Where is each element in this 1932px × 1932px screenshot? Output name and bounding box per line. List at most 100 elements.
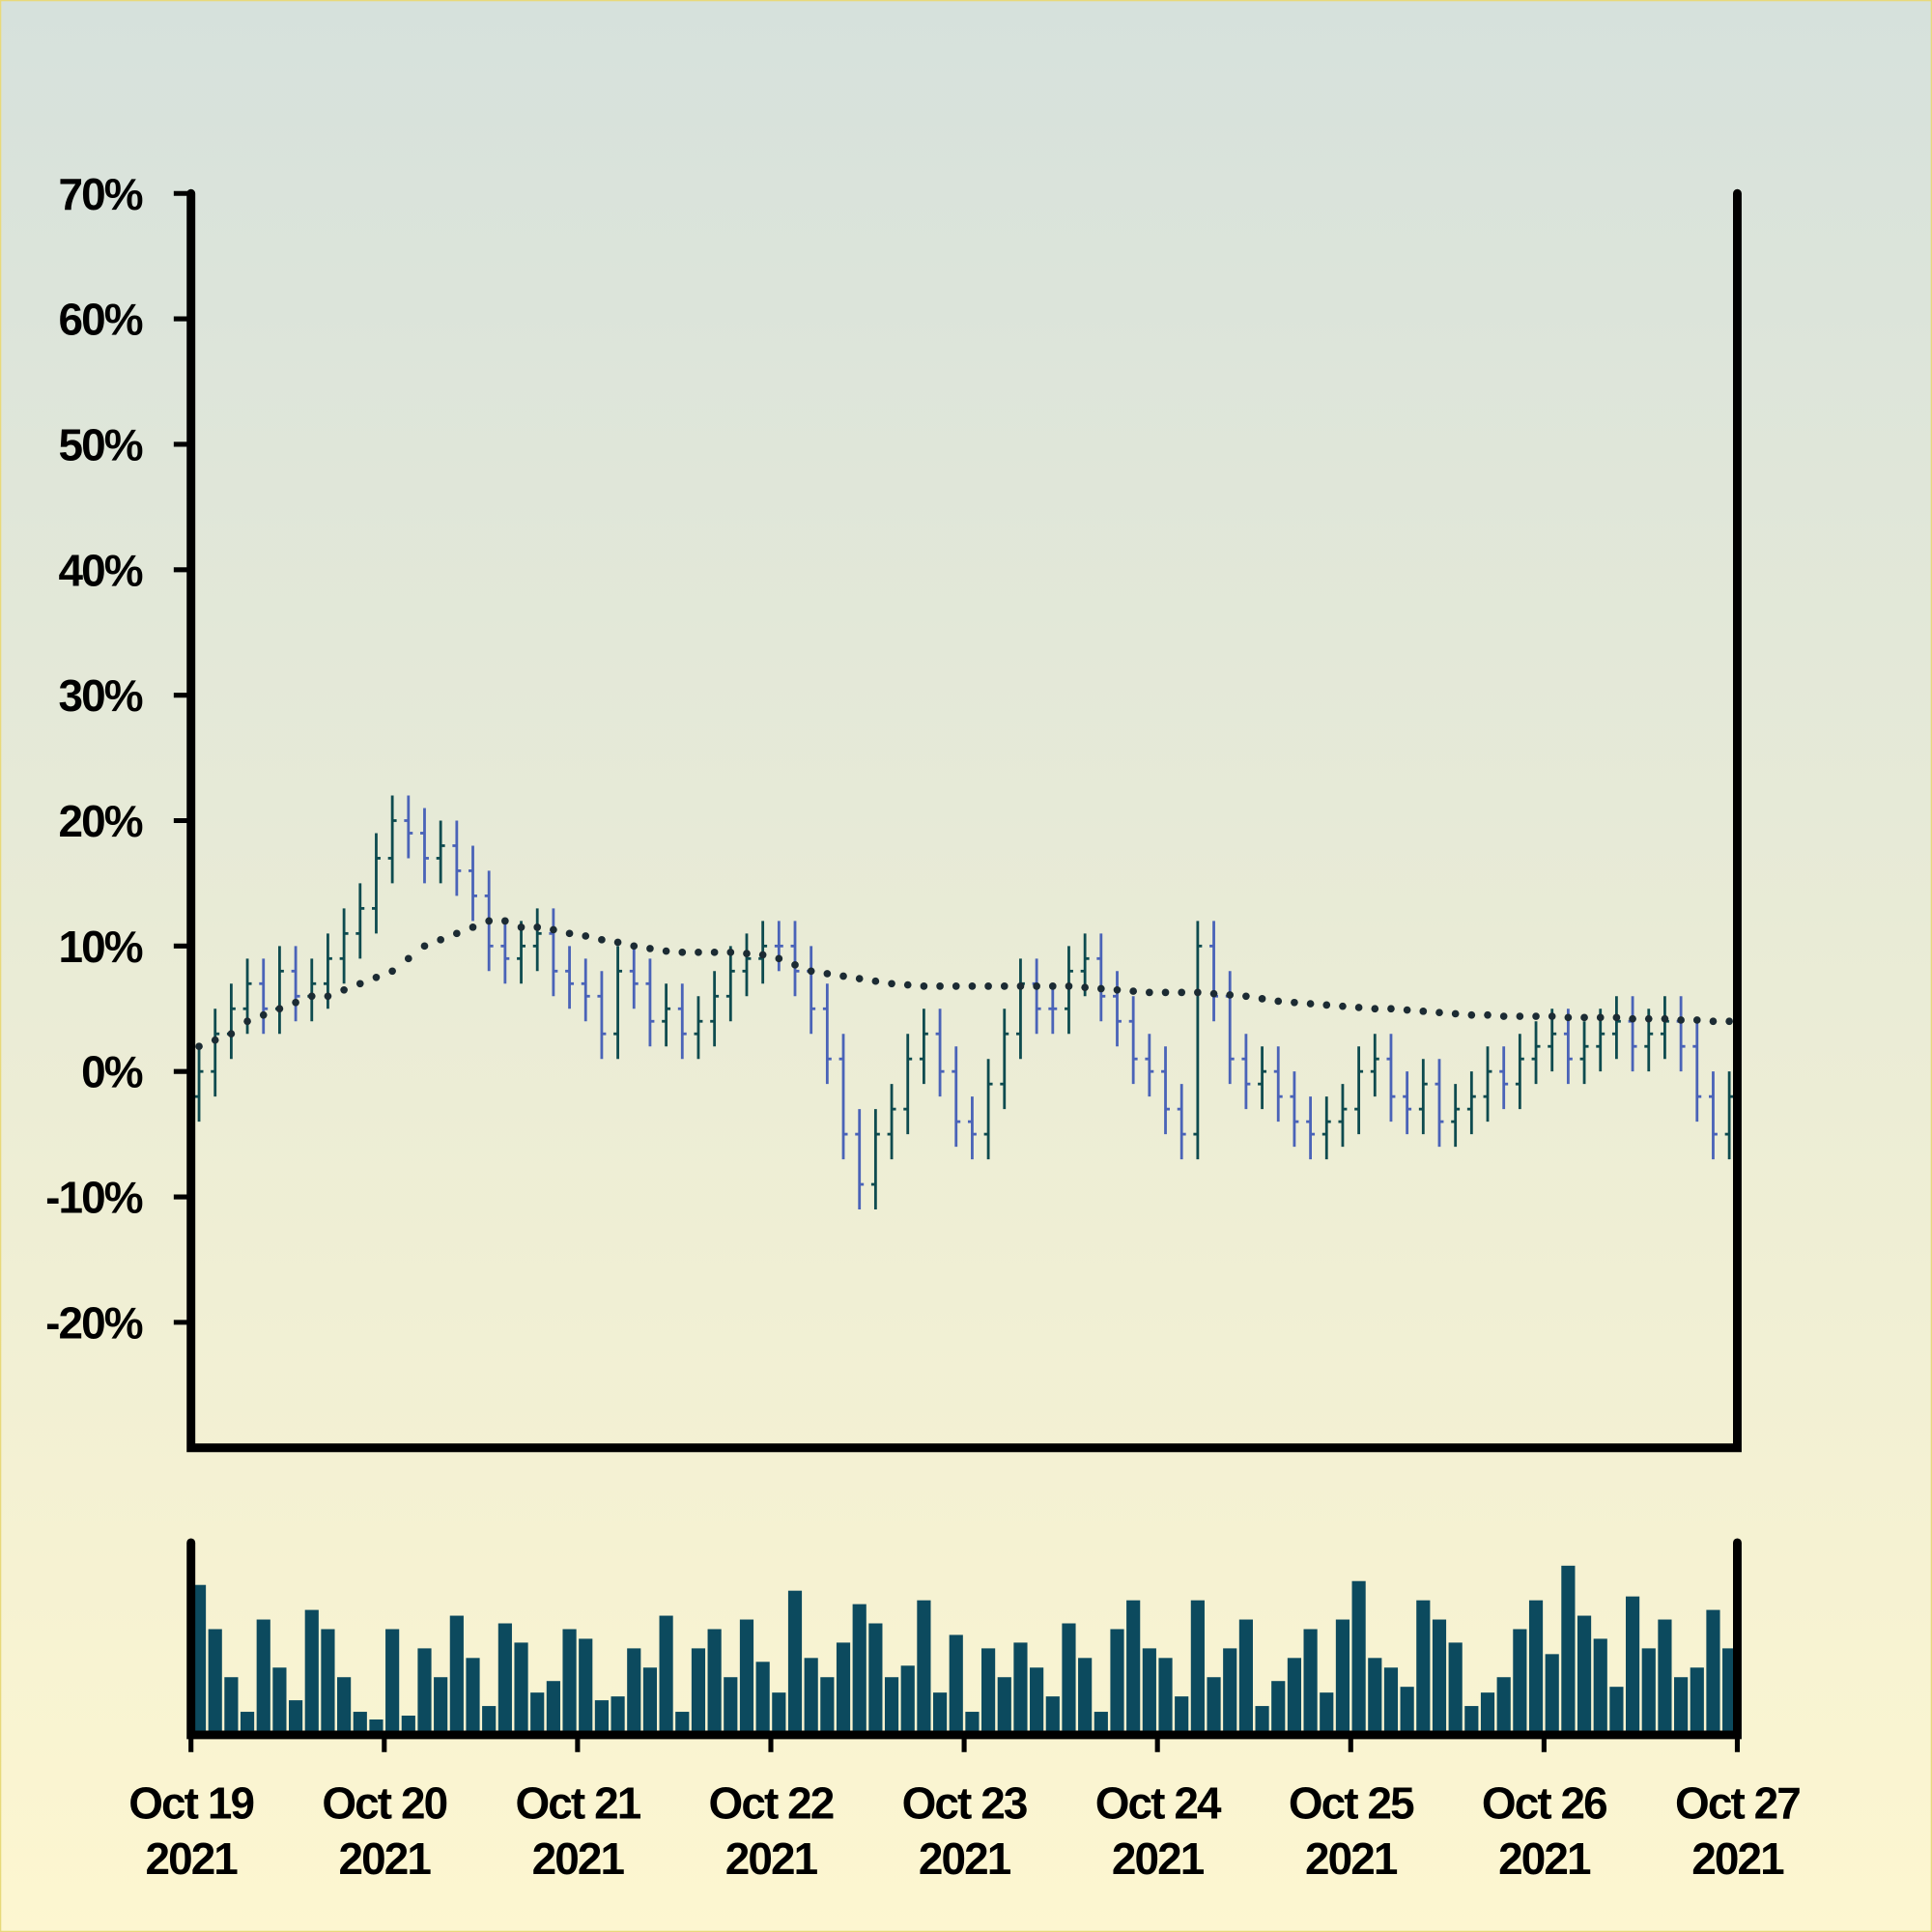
volume-bar [772, 1692, 786, 1735]
volume-bar [562, 1629, 577, 1735]
x-tick-label: Oct 19 2021 [128, 1778, 253, 1884]
volume-bar [353, 1712, 367, 1735]
volume-bar [900, 1665, 915, 1735]
moving-average-point [743, 950, 751, 957]
x-tick-label: Oct 22 2021 [709, 1778, 834, 1884]
y-tick-label: 20% [59, 796, 143, 846]
moving-average-point [823, 970, 832, 978]
volume-bar [594, 1700, 609, 1735]
moving-average-point [1209, 989, 1218, 998]
moving-average-point [1048, 982, 1057, 990]
volume-bar [1062, 1623, 1076, 1735]
volume-bar [1641, 1648, 1656, 1735]
moving-average-point [565, 929, 574, 938]
moving-average-point [420, 942, 429, 951]
moving-average-point [1096, 984, 1105, 993]
moving-average-point [662, 947, 670, 955]
moving-average-point [613, 938, 622, 947]
moving-average-point [372, 973, 381, 981]
moving-average-point [211, 1036, 219, 1044]
moving-average-point [1113, 985, 1122, 994]
moving-average-point [807, 967, 815, 976]
volume-bar [1126, 1600, 1141, 1735]
volume-bar [965, 1712, 980, 1735]
moving-average-point [1580, 1013, 1588, 1022]
moving-average-point [839, 972, 847, 980]
volume-bar [1722, 1648, 1737, 1735]
moving-average-point [469, 923, 477, 931]
moving-average-point [1629, 1014, 1636, 1023]
volume-bar [1368, 1658, 1382, 1735]
volume-bar [482, 1706, 497, 1735]
y-tick-label: 10% [59, 922, 143, 972]
moving-average-point [1354, 1004, 1363, 1011]
volume-bar [1609, 1687, 1624, 1735]
moving-average-point [1548, 1012, 1556, 1020]
moving-average-point [855, 975, 864, 982]
moving-average-point [1644, 1014, 1653, 1023]
x-tick-label: Oct 23 2021 [902, 1778, 1027, 1884]
moving-average-point [259, 1010, 268, 1019]
volume-bar [401, 1716, 415, 1735]
moving-average-point [968, 982, 977, 990]
volume-bar [787, 1590, 803, 1735]
volume-bar [707, 1629, 722, 1735]
moving-average-point [871, 977, 880, 985]
moving-average-point [307, 992, 316, 1001]
volume-bar [417, 1648, 432, 1735]
moving-average-point [355, 980, 364, 988]
moving-average-point [791, 960, 799, 969]
moving-average-point [726, 949, 735, 956]
volume-bar [804, 1658, 818, 1735]
volume-bar [675, 1712, 690, 1735]
moving-average-point [1467, 1010, 1476, 1019]
volume-bar [820, 1677, 835, 1735]
volume-bar [1561, 1565, 1576, 1735]
volume-bar [224, 1677, 239, 1735]
moving-average-point [1516, 1012, 1524, 1020]
volume-bar [1207, 1677, 1221, 1735]
moving-average-point [1322, 1001, 1331, 1009]
volume-bar [691, 1648, 706, 1735]
volume-bar [1110, 1629, 1124, 1735]
volume-bar [852, 1604, 867, 1735]
moving-average-point [952, 982, 960, 990]
volume-bar [1287, 1658, 1302, 1735]
volume-bar [1593, 1638, 1607, 1735]
volume-bar [1158, 1658, 1173, 1735]
moving-average-point [678, 949, 687, 956]
moving-average-point [1564, 1013, 1573, 1022]
moving-average-point [550, 925, 557, 934]
volume-bar [1513, 1629, 1527, 1735]
volume-bar [304, 1609, 319, 1735]
volume-bar [1320, 1692, 1334, 1735]
moving-average-point [903, 980, 912, 989]
moving-average-point [1146, 988, 1153, 997]
moving-average-point [1081, 983, 1089, 992]
moving-average-point [758, 951, 767, 959]
moving-average-point [1677, 1016, 1685, 1024]
volume-bar [1271, 1681, 1286, 1735]
volume-bar [530, 1692, 545, 1735]
volume-bar [932, 1692, 948, 1735]
moving-average-point [1291, 998, 1298, 1007]
y-tick-label: -20% [45, 1297, 143, 1348]
moving-average-point [1306, 1000, 1315, 1008]
moving-average-point [1403, 1006, 1411, 1014]
volume-frame [186, 1538, 1742, 1740]
volume-bar [917, 1600, 931, 1735]
moving-average-point [195, 1042, 203, 1051]
moving-average-point [243, 1017, 251, 1026]
volume-bar [1432, 1619, 1447, 1735]
moving-average-point [1532, 1012, 1540, 1020]
moving-average-point [404, 954, 412, 963]
moving-average-point [1484, 1010, 1492, 1019]
volume-bar [1255, 1706, 1269, 1735]
price-frame [186, 188, 1742, 1453]
y-tick-label: 0% [81, 1047, 143, 1097]
moving-average-point [1725, 1017, 1733, 1026]
y-tick-label: 70% [59, 169, 143, 219]
moving-average-point [1612, 1013, 1621, 1022]
